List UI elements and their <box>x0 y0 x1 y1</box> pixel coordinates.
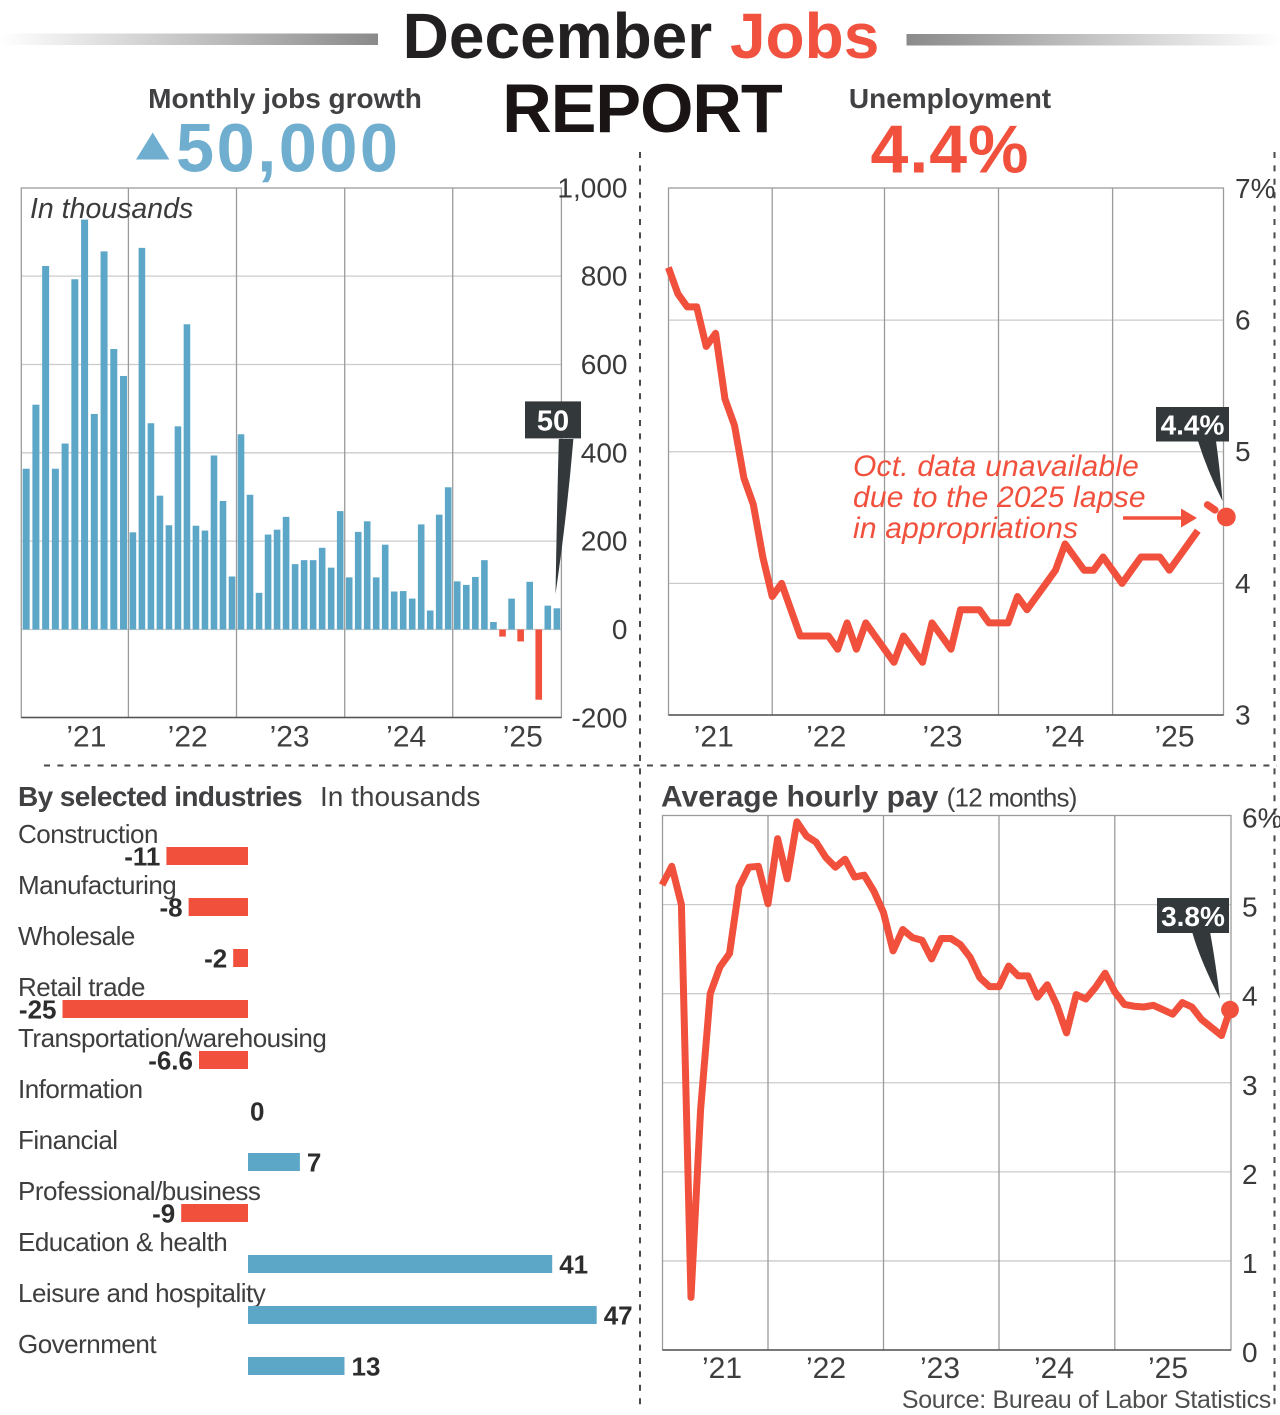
svg-text:4: 4 <box>1242 981 1258 1012</box>
svg-text:Transportation/warehousing: Transportation/warehousing <box>18 1023 326 1053</box>
svg-text:’23: ’23 <box>922 721 962 754</box>
svg-text:Wholesale: Wholesale <box>18 921 135 951</box>
svg-text:-200: -200 <box>571 702 627 733</box>
svg-text:’22: ’22 <box>168 721 208 754</box>
svg-text:0: 0 <box>612 614 628 645</box>
svg-text:7%: 7% <box>1235 173 1275 204</box>
svg-text:Retail trade: Retail trade <box>18 972 145 1002</box>
svg-text:in appropriations: in appropriations <box>853 512 1078 545</box>
svg-text:’22: ’22 <box>806 1352 846 1385</box>
svg-text:’21: ’21 <box>694 721 734 754</box>
svg-text:’21: ’21 <box>66 721 106 754</box>
svg-text:Construction: Construction <box>18 819 158 849</box>
svg-text:1,000: 1,000 <box>557 172 627 203</box>
svg-text:’21: ’21 <box>702 1352 742 1385</box>
svg-text:6: 6 <box>1235 305 1251 336</box>
svg-text:-25: -25 <box>19 995 57 1025</box>
svg-text:47: 47 <box>604 1301 633 1331</box>
svg-text:41: 41 <box>559 1250 588 1280</box>
svg-text:2: 2 <box>1242 1159 1258 1190</box>
svg-text:0: 0 <box>1242 1337 1258 1368</box>
svg-text:’25: ’25 <box>1148 1352 1188 1385</box>
svg-text:3: 3 <box>1235 700 1251 731</box>
svg-text:Financial: Financial <box>18 1125 118 1155</box>
svg-text:By selected industries: By selected industries <box>18 781 302 812</box>
svg-text:3: 3 <box>1242 1070 1258 1101</box>
svg-text:0: 0 <box>250 1097 264 1127</box>
svg-text:5: 5 <box>1235 436 1251 467</box>
svg-text:Professional/business: Professional/business <box>18 1176 261 1206</box>
svg-text:5: 5 <box>1242 892 1258 923</box>
svg-text:’24: ’24 <box>1034 1352 1074 1385</box>
svg-text:Government: Government <box>18 1329 157 1359</box>
svg-text:200: 200 <box>581 526 628 557</box>
svg-text:6%: 6% <box>1242 803 1280 834</box>
svg-text:Source: Bureau of Labor Statis: Source: Bureau of Labor Statistics <box>902 1386 1271 1414</box>
svg-text:4.4%: 4.4% <box>1161 410 1225 441</box>
svg-text:400: 400 <box>581 437 628 468</box>
svg-text:7: 7 <box>307 1148 321 1178</box>
svg-text:13: 13 <box>352 1352 381 1382</box>
svg-text:December Jobs: December Jobs <box>403 0 880 72</box>
svg-text:’23: ’23 <box>270 721 310 754</box>
svg-text:In thousands: In thousands <box>30 193 193 225</box>
svg-text:’23: ’23 <box>920 1352 960 1385</box>
svg-text:50,000: 50,000 <box>176 110 401 187</box>
svg-text:Unemployment: Unemployment <box>849 83 1051 114</box>
svg-text:Manufacturing: Manufacturing <box>18 870 176 900</box>
svg-text:’25: ’25 <box>1154 721 1194 754</box>
svg-text:3.8%: 3.8% <box>1161 901 1225 932</box>
svg-text:Information: Information <box>18 1074 143 1104</box>
svg-text:due to the 2025 lapse: due to the 2025 lapse <box>853 481 1146 514</box>
svg-text:-6.6: -6.6 <box>148 1046 193 1076</box>
svg-text:1: 1 <box>1242 1248 1258 1279</box>
svg-text:-11: -11 <box>124 842 160 872</box>
svg-text:-9: -9 <box>152 1199 175 1229</box>
svg-text:Average hourly pay (12 months): Average hourly pay (12 months) <box>661 781 1077 814</box>
svg-text:’24: ’24 <box>386 721 426 754</box>
svg-text:4: 4 <box>1235 568 1251 599</box>
svg-text:-2: -2 <box>204 944 227 974</box>
svg-text:800: 800 <box>581 261 628 292</box>
svg-text:-8: -8 <box>159 893 182 923</box>
svg-text:50: 50 <box>537 406 569 438</box>
svg-text:Education & health: Education & health <box>18 1227 227 1257</box>
svg-text:’22: ’22 <box>806 721 846 754</box>
svg-text:4.4%: 4.4% <box>871 112 1030 188</box>
svg-text:In thousands: In thousands <box>320 781 480 812</box>
svg-text:600: 600 <box>581 349 628 380</box>
svg-text:’24: ’24 <box>1044 721 1084 754</box>
svg-text:’25: ’25 <box>503 721 543 754</box>
svg-text:Monthly jobs growth: Monthly jobs growth <box>148 83 422 114</box>
svg-text:Leisure and hospitality: Leisure and hospitality <box>18 1278 266 1308</box>
svg-text:Oct. data unavailable: Oct. data unavailable <box>853 450 1139 483</box>
svg-text:REPORT: REPORT <box>502 70 783 147</box>
